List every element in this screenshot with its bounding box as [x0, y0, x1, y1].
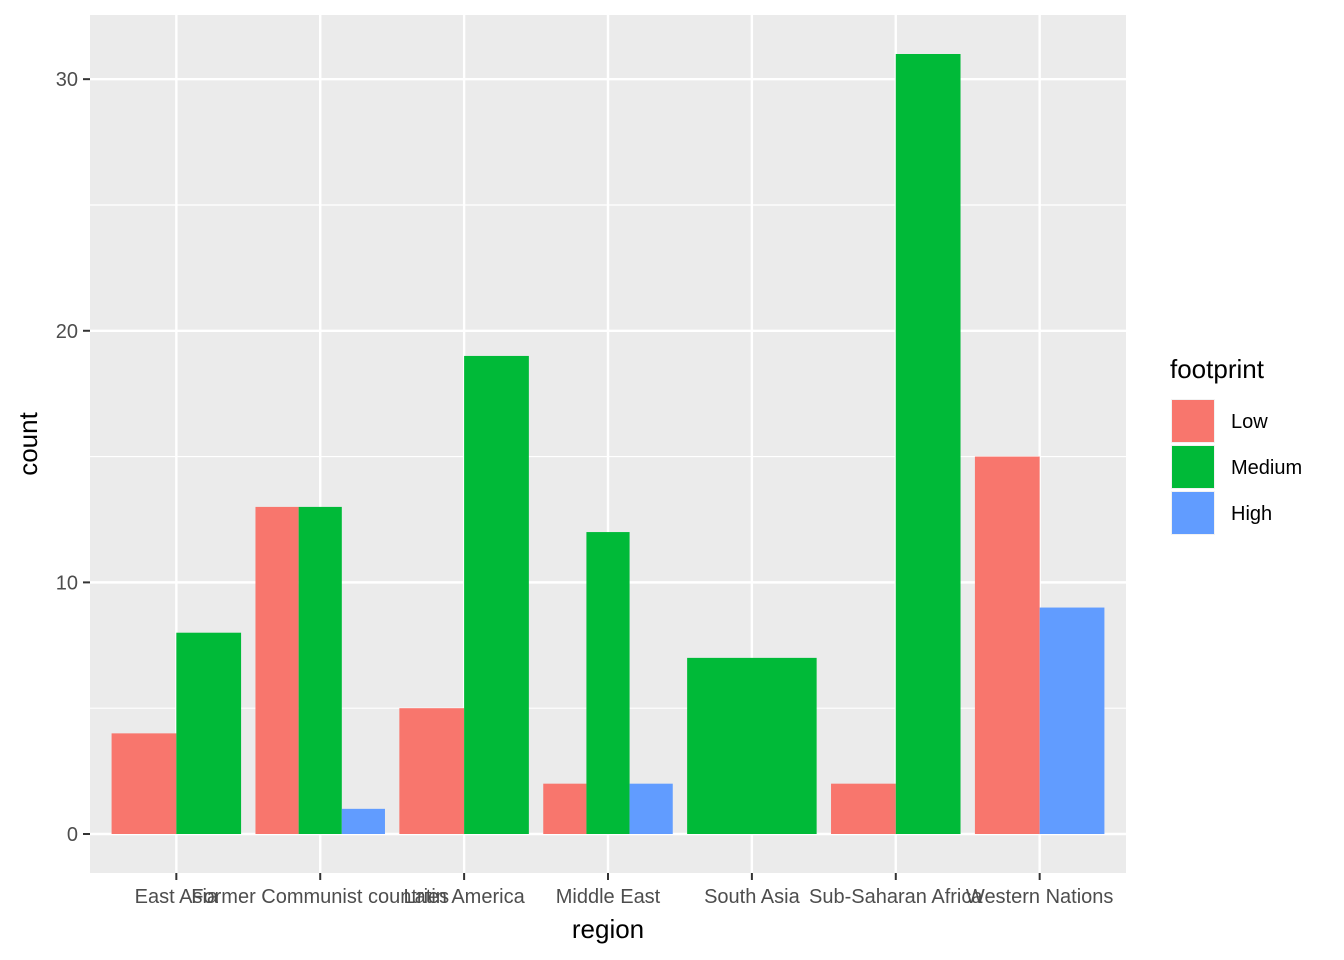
bar-high	[341, 808, 385, 834]
x-tick-label: Sub-Saharan Africa	[809, 886, 983, 908]
bar-low	[974, 456, 1040, 834]
bar-low	[255, 506, 299, 834]
y-tick-label: 0	[67, 824, 78, 846]
bar-medium	[895, 54, 961, 834]
bar-medium	[298, 506, 342, 834]
legend-label-medium: Medium	[1231, 457, 1302, 479]
bar-medium	[586, 532, 630, 834]
bar-low	[543, 783, 587, 834]
bar-low	[399, 708, 465, 834]
y-tick-label: 20	[56, 321, 78, 343]
legend-label-low: Low	[1231, 411, 1268, 433]
bar-medium	[464, 355, 529, 834]
bar-medium	[176, 632, 242, 834]
x-tick-label: Latin America	[404, 886, 526, 908]
y-axis: 0 10 20 30	[56, 69, 90, 846]
x-tick-label: South Asia	[704, 886, 801, 908]
legend-label-high: High	[1231, 503, 1272, 525]
y-tick-label: 10	[56, 572, 78, 594]
legend-title: footprint	[1170, 354, 1265, 384]
legend: footprint Low Medium High	[1170, 354, 1302, 535]
x-axis-title: region	[572, 914, 644, 944]
bar-high	[1039, 607, 1105, 834]
bars	[111, 54, 1105, 834]
x-tick-label: Middle East	[556, 886, 661, 908]
legend-key-high	[1172, 492, 1214, 534]
legend-items: Low Medium High	[1171, 399, 1302, 535]
x-tick-label: East Asia	[135, 886, 219, 908]
legend-key-low	[1172, 400, 1214, 442]
y-tick-label: 30	[56, 69, 78, 91]
bar-low	[831, 783, 896, 834]
bar-high	[629, 783, 673, 834]
legend-key-medium	[1172, 446, 1214, 488]
bar-low	[111, 733, 177, 834]
y-axis-title: count	[13, 411, 43, 475]
bar-medium	[687, 657, 817, 834]
x-tick-label: Former Communist countries	[191, 886, 449, 908]
x-tick-label: Western Nations	[966, 886, 1113, 908]
